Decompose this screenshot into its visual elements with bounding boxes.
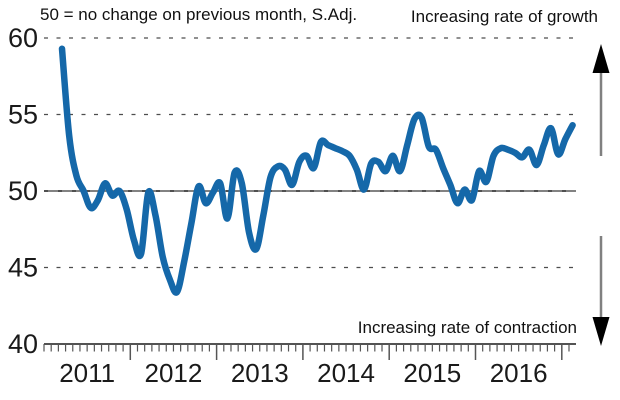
year-label-2014: 2014: [317, 358, 375, 388]
year-label-2013: 2013: [231, 358, 289, 388]
pmi-line: [58, 45, 576, 296]
year-label-2016: 2016: [490, 358, 548, 388]
year-label-2015: 2015: [403, 358, 461, 388]
chart-subtitle: 50 = no change on previous month, S.Adj.: [40, 5, 358, 24]
year-label-2011: 2011: [59, 358, 115, 388]
y-axis-label-40: 40: [8, 329, 38, 359]
contraction-annotation: Increasing rate of contraction: [357, 318, 577, 337]
growth-annotation: Increasing rate of growth: [410, 7, 598, 26]
y-axis-label-55: 55: [8, 100, 38, 130]
y-axis-label-45: 45: [8, 253, 38, 283]
y-axis-label-60: 60: [8, 23, 38, 53]
y-axis-label-50: 50: [8, 176, 38, 206]
down-arrow-icon: [592, 317, 610, 346]
up-arrow-icon: [592, 44, 610, 73]
year-label-2012: 2012: [145, 358, 203, 388]
